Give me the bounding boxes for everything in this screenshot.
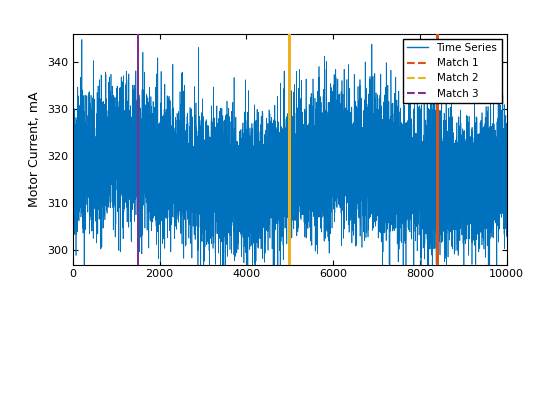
- Time Series: [78, 37, 85, 42]
- Legend: Time Series, Match 1, Match 2, Match 3: Time Series, Match 1, Match 2, Match 3: [403, 39, 502, 103]
- Y-axis label: Motor Current, mA: Motor Current, mA: [28, 91, 41, 207]
- Time Series: [503, 147, 510, 152]
- Time Series: [87, 186, 94, 191]
- Time Series: [282, 149, 288, 154]
- Time Series: [155, 150, 161, 155]
- Bar: [288, 34, 291, 265]
- Bar: [436, 34, 438, 265]
- Time Series: [71, 191, 78, 196]
- Time Series: [480, 124, 487, 129]
- Time Series: [426, 305, 432, 310]
- Bar: [137, 34, 139, 265]
- Time Series: [69, 151, 76, 156]
- Time Series: [95, 146, 102, 151]
- Line: Time Series: Time Series: [73, 39, 507, 308]
